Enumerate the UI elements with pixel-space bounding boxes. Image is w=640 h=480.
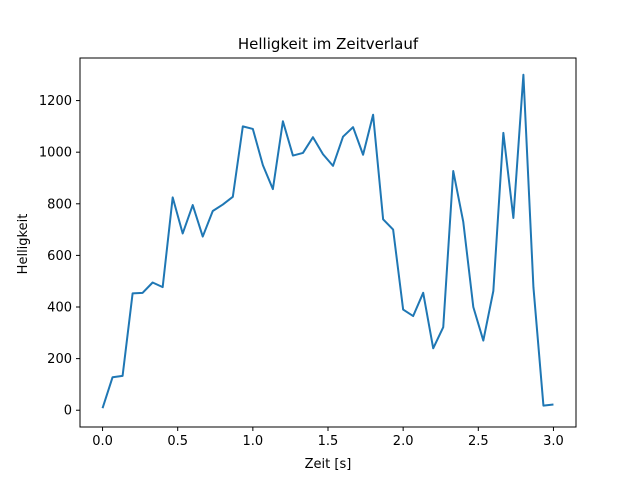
y-tick-label: 600 <box>47 249 72 264</box>
data-point <box>102 407 104 409</box>
x-tick-label: 1.5 <box>318 434 339 449</box>
data-point <box>382 218 384 220</box>
data-point <box>282 120 284 122</box>
data-point <box>532 286 534 288</box>
y-tick-label: 400 <box>47 301 72 316</box>
data-point <box>312 136 314 138</box>
data-point <box>502 132 504 134</box>
data-point <box>352 126 354 128</box>
data-point <box>402 309 404 311</box>
data-point <box>512 217 514 219</box>
data-point <box>222 204 224 206</box>
data-point <box>302 152 304 154</box>
chart-title: Helligkeit im Zeitverlauf <box>238 35 419 53</box>
y-tick-label: 0 <box>64 404 72 419</box>
y-tick-label: 1200 <box>39 94 72 109</box>
data-point <box>522 74 524 76</box>
data-point <box>132 292 134 294</box>
data-point <box>292 155 294 157</box>
x-tick-label: 2.5 <box>468 434 489 449</box>
data-point <box>242 125 244 127</box>
data-point <box>422 292 424 294</box>
data-point <box>112 376 114 378</box>
data-point <box>252 128 254 130</box>
data-point <box>552 404 554 406</box>
y-tick-label: 200 <box>47 352 72 367</box>
data-point <box>542 405 544 407</box>
y-tick-label: 1000 <box>39 146 72 161</box>
data-point <box>442 326 444 328</box>
x-axis-title: Zeit [s] <box>305 457 352 472</box>
x-tick-label: 0.0 <box>92 434 113 449</box>
data-point <box>192 204 194 206</box>
y-tick-label: 800 <box>47 197 72 212</box>
x-tick-label: 0.5 <box>167 434 188 449</box>
data-point <box>482 340 484 342</box>
data-point <box>272 188 274 190</box>
data-point <box>432 347 434 349</box>
data-point <box>212 210 214 212</box>
data-point <box>392 229 394 231</box>
x-tick-label: 2.0 <box>393 434 414 449</box>
data-point <box>462 221 464 223</box>
series-line <box>101 73 554 409</box>
data-point <box>322 153 324 155</box>
x-tick-label: 1.0 <box>243 434 264 449</box>
data-point <box>412 315 414 317</box>
data-point <box>262 164 264 166</box>
data-point <box>342 136 344 138</box>
data-point <box>372 114 374 116</box>
data-point <box>232 196 234 198</box>
data-point <box>332 165 334 167</box>
plot-area: 0.0 0.5 1.0 1.5 2.0 2.5 3.0 0 200 400 600 800 1000 12… <box>39 57 577 449</box>
data-point <box>182 232 184 234</box>
x-tick-label: 3.0 <box>543 434 564 449</box>
data-point <box>172 196 174 198</box>
data-point <box>202 236 204 238</box>
data-point <box>152 281 154 283</box>
data-point <box>122 375 124 377</box>
data-point <box>472 306 474 308</box>
data-point <box>492 290 494 292</box>
data-point <box>142 292 144 294</box>
data-point <box>452 170 454 172</box>
y-axis-title: Helligkeit <box>16 214 31 275</box>
data-point <box>162 286 164 288</box>
data-point <box>362 154 364 156</box>
